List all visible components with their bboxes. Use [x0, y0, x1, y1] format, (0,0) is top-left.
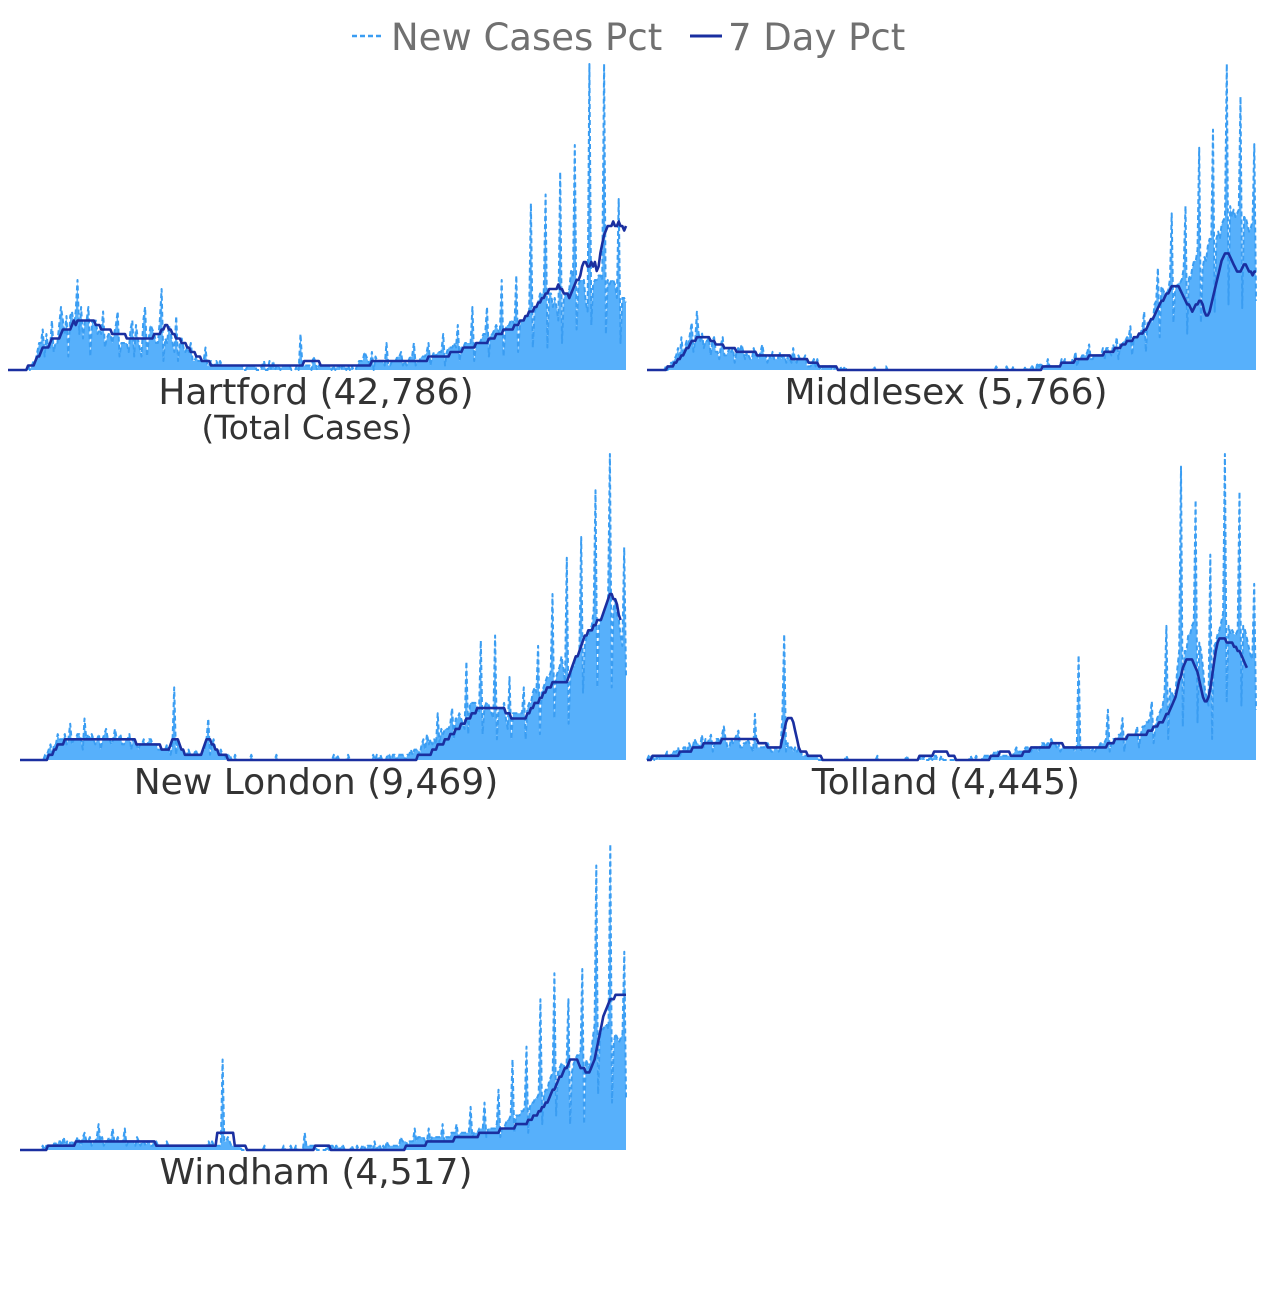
new-cases-line — [8, 63, 627, 371]
plot-area — [20, 453, 627, 762]
seven-day-line — [8, 220, 628, 372]
panel-title: New London (9,469) — [134, 762, 499, 803]
seven-day-line — [647, 252, 1256, 372]
plot-area — [646, 453, 1257, 762]
panel-hartford: Hartford (42,786) (Total Cases) — [8, 63, 628, 447]
new-cases-line — [646, 453, 1257, 761]
panel-tolland: Tolland (4,445) — [646, 453, 1257, 803]
seven-day-line — [647, 637, 1249, 762]
legend: New Cases Pct 7 Day Pct — [352, 16, 905, 59]
legend-new-cases-label: New Cases Pct — [391, 16, 662, 59]
plot-area — [8, 63, 628, 372]
new-cases-area — [647, 64, 1256, 370]
seven-day-line — [20, 592, 622, 762]
new-cases-line — [20, 453, 627, 761]
legend-seven-day-label: 7 Day Pct — [728, 16, 905, 59]
new-cases-area — [647, 454, 1256, 760]
plot-area — [20, 843, 627, 1152]
panel-subtitle: (Total Cases) — [201, 408, 412, 447]
new-cases-area — [20, 844, 626, 1150]
panel-middlesex: Middlesex (5,766) — [647, 63, 1257, 413]
plot-area — [647, 63, 1257, 372]
panel-new-london: New London (9,469) — [20, 453, 627, 803]
panel-title: Tolland (4,445) — [811, 762, 1080, 803]
panel-windham: Windham (4,517) — [20, 843, 627, 1193]
panel-title: Middlesex (5,766) — [784, 372, 1107, 413]
new-cases-area — [20, 454, 626, 760]
panel-title: Windham (4,517) — [159, 1152, 472, 1193]
seven-day-line — [20, 993, 626, 1152]
panel-title: Hartford (42,786) — [158, 372, 473, 413]
